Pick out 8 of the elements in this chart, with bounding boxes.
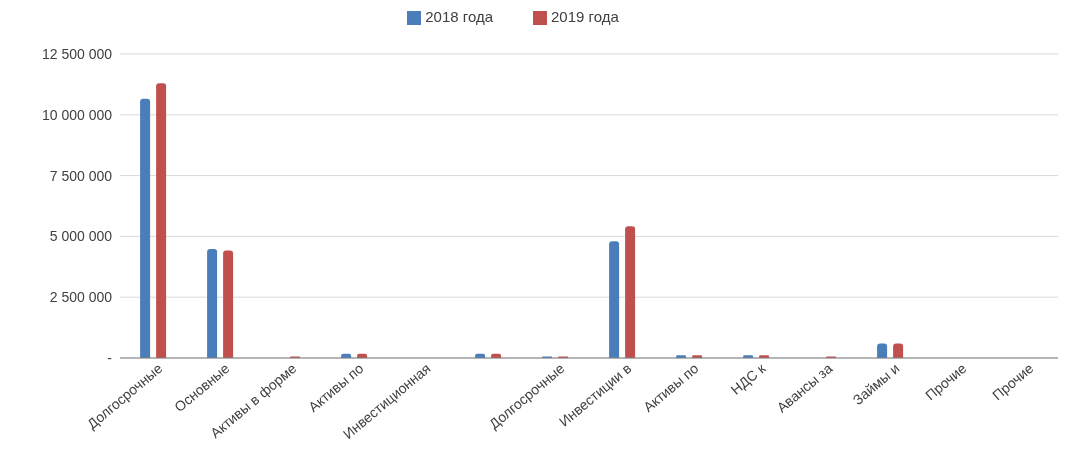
legend-label: 2019 года	[551, 8, 619, 25]
legend-label: 2018 года	[425, 8, 493, 25]
y-tick-label: 2 500 000	[49, 289, 113, 306]
y-tick-label: 10 000 000	[41, 106, 113, 123]
y-tick-label: 7 500 000	[49, 167, 113, 184]
y-tick-label: 5 000 000	[49, 228, 113, 245]
y-tick-label: 12 500 000	[41, 45, 113, 62]
y-tick-label: -	[107, 349, 113, 366]
